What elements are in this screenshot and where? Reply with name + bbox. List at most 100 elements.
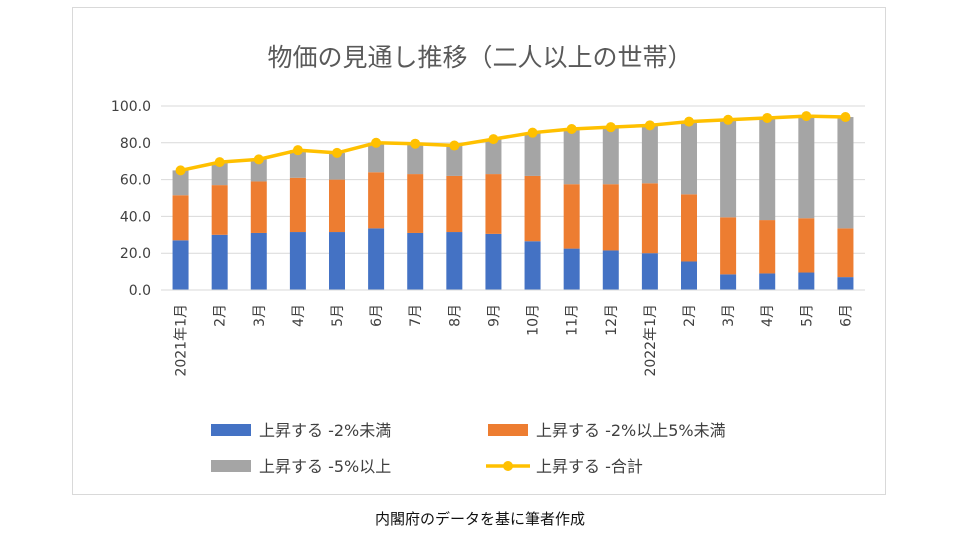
legend-swatch [211, 424, 251, 436]
bar-segment [602, 184, 619, 251]
bar-segment [641, 183, 658, 254]
legend-label: 上昇する -2%未満 [259, 421, 391, 440]
bar-segment [759, 273, 776, 290]
bar-segment [759, 220, 776, 274]
bar-segment [329, 232, 345, 290]
total-line-point [840, 112, 851, 123]
total-line-point [801, 111, 812, 122]
y-tick-label: 100.0 [111, 99, 151, 115]
y-tick-label: 20.0 [120, 246, 151, 262]
bar-segment [798, 116, 815, 219]
bar-segment [837, 277, 854, 290]
bar-segment [798, 218, 815, 273]
x-tick-label: 7月 [408, 304, 424, 327]
total-line-point [644, 120, 655, 131]
bar-segment [211, 185, 228, 235]
source-note: 内閣府のデータを基に筆者作成 [374, 510, 585, 528]
legend-label: 上昇する -5%以上 [259, 457, 391, 476]
bar-segment [681, 121, 697, 195]
bar-segment [485, 174, 502, 234]
bar-segment [524, 132, 541, 176]
bar-segment [329, 152, 345, 180]
bar-segment [368, 228, 385, 290]
bar-segment [329, 179, 345, 233]
bar-segment [368, 172, 385, 229]
bar-segment [720, 119, 737, 218]
x-tick-label: 10月 [526, 304, 542, 336]
bar-segment [446, 232, 463, 290]
bar-segment [524, 175, 541, 242]
bar-segment [172, 170, 189, 196]
total-line-point [214, 157, 225, 168]
x-tick-label: 5月 [799, 304, 815, 327]
bar-segment [485, 233, 502, 290]
x-tick-label: 2月 [682, 304, 698, 327]
y-tick-label: 60.0 [120, 173, 151, 189]
total-line-point [762, 112, 773, 123]
x-tick-label: 6月 [838, 304, 854, 327]
bar-segment [407, 143, 424, 175]
x-tick-label: 2月 [213, 304, 229, 327]
chart-title: 物価の見通し推移（二人以上の世帯） [267, 43, 692, 72]
bar-segment [289, 150, 306, 178]
bar-segment [641, 125, 658, 184]
x-tick-label: 3月 [252, 304, 268, 327]
total-line-point [175, 165, 186, 176]
total-line-point [605, 122, 616, 133]
x-tick-label: 2022年1月 [643, 304, 659, 377]
total-line-point [449, 140, 460, 151]
total-line-point [410, 138, 421, 149]
total-line-point [292, 145, 303, 156]
bar-segment [837, 228, 854, 278]
total-line-point [566, 124, 577, 134]
total-line-point [684, 116, 694, 127]
y-tick-label: 40.0 [120, 209, 151, 225]
bar-segment [289, 177, 306, 233]
bar-segment [250, 232, 267, 290]
bar-segment [407, 232, 424, 290]
y-axis-ticks: 0.0 20.0 40.0 60.0 80.0 100.0 [111, 99, 151, 299]
bar-segment [250, 181, 267, 233]
x-tick-label: 4月 [760, 304, 776, 327]
bar-segment [289, 232, 306, 290]
x-tick-label: 5月 [330, 304, 346, 327]
y-tick-label: 0.0 [129, 283, 151, 299]
bar-segment [446, 175, 463, 233]
gridlines [161, 105, 865, 254]
x-tick-label: 3月 [721, 304, 737, 327]
total-line-point [488, 134, 499, 145]
legend-label: 上昇する -2%以上5%未満 [536, 421, 726, 440]
total-line-point [253, 154, 264, 165]
chart-svg: 物価の見通し推移（二人以上の世帯） 0.0 20.0 40.0 60.0 80.0 100… [111, 43, 865, 476]
total-line-point [332, 147, 342, 158]
bar-segment [602, 250, 619, 290]
bar-segment [681, 261, 697, 290]
bar-segment [211, 234, 228, 290]
legend-swatch-marker [503, 461, 513, 471]
x-tick-label: 12月 [604, 304, 620, 336]
bar-segment [681, 194, 697, 262]
legend-swatch [488, 424, 528, 436]
x-axis-ticks: 2021年1月 2月 3月 4月 5月 6月 7月 8月 9月 10月 11月 12月 2022年1月 2… [174, 304, 855, 377]
bar-segment [407, 174, 424, 233]
bar-segment [720, 274, 737, 290]
x-tick-label: 4月 [291, 304, 307, 327]
total-line [175, 111, 851, 176]
x-tick-label: 11月 [565, 304, 581, 336]
total-line-point [527, 127, 538, 138]
bar-segment [563, 248, 580, 290]
bar-segment [641, 253, 658, 290]
bar-segment [250, 159, 267, 182]
y-tick-label: 80.0 [120, 136, 151, 152]
total-line-point [371, 137, 382, 148]
bar-segment [798, 272, 815, 290]
bar-segment [485, 139, 502, 175]
legend-label: 上昇する -合計 [536, 457, 643, 476]
bar-segment [446, 145, 463, 176]
total-line-point [723, 114, 734, 125]
bar-segment [211, 162, 228, 186]
bar-segment [172, 195, 189, 241]
bar-segment [837, 117, 854, 229]
x-tick-label: 2021年1月 [174, 304, 190, 377]
